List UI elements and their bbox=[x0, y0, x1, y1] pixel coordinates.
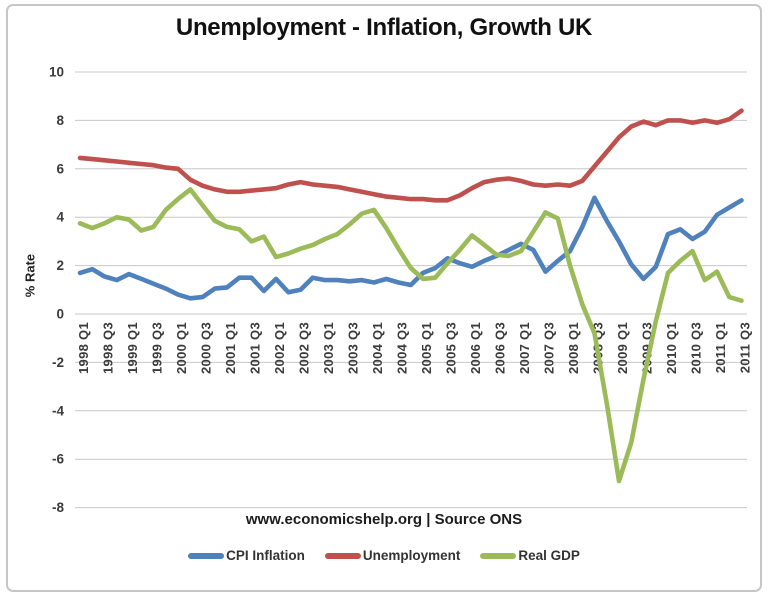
x-tick-label: 1998 Q3 bbox=[101, 322, 116, 374]
x-tick-label: 2010 Q1 bbox=[664, 322, 679, 374]
y-tick-label: -8 bbox=[52, 500, 64, 515]
legend-swatch bbox=[324, 552, 361, 559]
x-tick-label: 2001 Q1 bbox=[223, 322, 238, 374]
x-tick-label: 2003 Q1 bbox=[321, 322, 336, 374]
x-tick-label: 2008 Q1 bbox=[566, 322, 581, 374]
x-tick-label: 1999 Q3 bbox=[150, 322, 165, 374]
x-tick-label: 1998 Q1 bbox=[76, 322, 91, 374]
legend-item-unemployment: Unemployment bbox=[324, 548, 461, 563]
x-tick-label: 2000 Q3 bbox=[199, 322, 214, 374]
legend-label: CPI Inflation bbox=[226, 548, 305, 563]
y-tick-label: -4 bbox=[52, 403, 64, 418]
x-tick-label: 2009 Q1 bbox=[615, 322, 630, 374]
x-tick-label: 2007 Q1 bbox=[517, 322, 532, 374]
y-tick-label: 2 bbox=[56, 258, 64, 273]
series-line-unemployment bbox=[77, 108, 744, 203]
y-tick-label: 0 bbox=[56, 307, 64, 322]
chart-title: Unemployment - Inflation, Growth UK bbox=[175, 14, 593, 41]
x-tick-label: 2002 Q1 bbox=[272, 322, 287, 374]
x-tick-label: 2006 Q1 bbox=[468, 322, 483, 374]
x-tick-label: 2005 Q1 bbox=[419, 322, 434, 374]
x-tick-label: 2001 Q3 bbox=[248, 322, 263, 374]
source-note: www.economicshelp.org | Source ONS bbox=[245, 511, 523, 528]
x-tick-label: 2002 Q3 bbox=[297, 322, 312, 374]
legend-label: Unemployment bbox=[362, 548, 461, 563]
x-tick-label: 2004 Q3 bbox=[395, 322, 410, 374]
series-line-cpi-inflation bbox=[77, 195, 744, 301]
legend-swatch bbox=[188, 552, 225, 559]
y-tick-label: -2 bbox=[52, 355, 64, 370]
x-tick-label: 1999 Q1 bbox=[125, 322, 140, 374]
legend-swatch bbox=[480, 552, 517, 559]
x-tick-label: 2006 Q3 bbox=[493, 322, 508, 374]
y-tick-label: 8 bbox=[56, 113, 64, 128]
x-tick-label: 2011 Q1 bbox=[713, 322, 728, 373]
x-tick-label: 2010 Q3 bbox=[689, 322, 704, 374]
x-tick-label: 2003 Q3 bbox=[346, 322, 361, 374]
legend-item-cpi-inflation: CPI Inflation bbox=[188, 548, 305, 563]
y-tick-label: 4 bbox=[56, 210, 64, 225]
legend-item-real-gdp: Real GDP bbox=[480, 548, 580, 563]
y-tick-label: 10 bbox=[49, 65, 64, 80]
legend: CPI Inflation Unemployment Real GDP bbox=[0, 548, 768, 563]
x-tick-label: 2000 Q1 bbox=[174, 322, 189, 374]
x-tick-label: 2004 Q1 bbox=[370, 322, 385, 374]
x-tick-label: 2005 Q3 bbox=[444, 322, 459, 374]
x-tick-label: 2007 Q3 bbox=[542, 322, 557, 374]
series-line-real-gdp bbox=[77, 187, 744, 484]
y-tick-label: 6 bbox=[56, 161, 64, 176]
x-tick-label: 2011 Q3 bbox=[738, 322, 753, 373]
y-tick-label: -6 bbox=[52, 452, 64, 467]
legend-label: Real GDP bbox=[518, 548, 580, 563]
